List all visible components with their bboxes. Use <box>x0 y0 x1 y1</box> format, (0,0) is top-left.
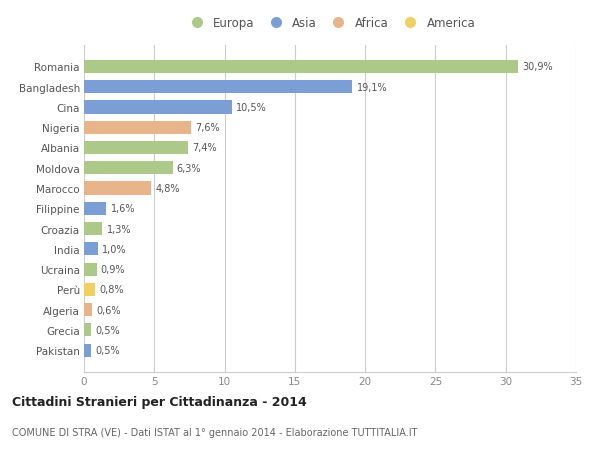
Text: 0,5%: 0,5% <box>95 325 120 335</box>
Text: 6,3%: 6,3% <box>177 163 201 174</box>
Text: 30,9%: 30,9% <box>523 62 553 72</box>
Bar <box>84 61 518 74</box>
Text: 1,3%: 1,3% <box>106 224 131 234</box>
Text: 4,8%: 4,8% <box>155 184 180 194</box>
Bar <box>84 162 173 175</box>
Text: COMUNE DI STRA (VE) - Dati ISTAT al 1° gennaio 2014 - Elaborazione TUTTITALIA.IT: COMUNE DI STRA (VE) - Dati ISTAT al 1° g… <box>12 427 418 437</box>
Text: 0,9%: 0,9% <box>101 264 125 274</box>
Legend: Europa, Asia, Africa, America: Europa, Asia, Africa, America <box>180 13 480 35</box>
Bar <box>84 142 188 155</box>
Bar <box>84 243 98 256</box>
Bar <box>84 202 106 215</box>
Text: 10,5%: 10,5% <box>236 103 266 113</box>
Text: Cittadini Stranieri per Cittadinanza - 2014: Cittadini Stranieri per Cittadinanza - 2… <box>12 395 307 408</box>
Bar <box>84 263 97 276</box>
Text: 1,6%: 1,6% <box>111 204 135 214</box>
Bar <box>84 223 102 235</box>
Bar <box>84 182 151 195</box>
Text: 0,6%: 0,6% <box>97 305 121 315</box>
Bar <box>84 81 352 94</box>
Text: 7,4%: 7,4% <box>192 143 217 153</box>
Bar <box>84 101 232 114</box>
Bar <box>84 121 191 134</box>
Text: 19,1%: 19,1% <box>357 83 388 93</box>
Text: 7,6%: 7,6% <box>195 123 220 133</box>
Bar <box>84 344 91 357</box>
Text: 1,0%: 1,0% <box>102 244 127 254</box>
Bar <box>84 283 95 297</box>
Bar <box>84 324 91 337</box>
Bar <box>84 303 92 317</box>
Text: 0,5%: 0,5% <box>95 346 120 355</box>
Text: 0,8%: 0,8% <box>100 285 124 295</box>
